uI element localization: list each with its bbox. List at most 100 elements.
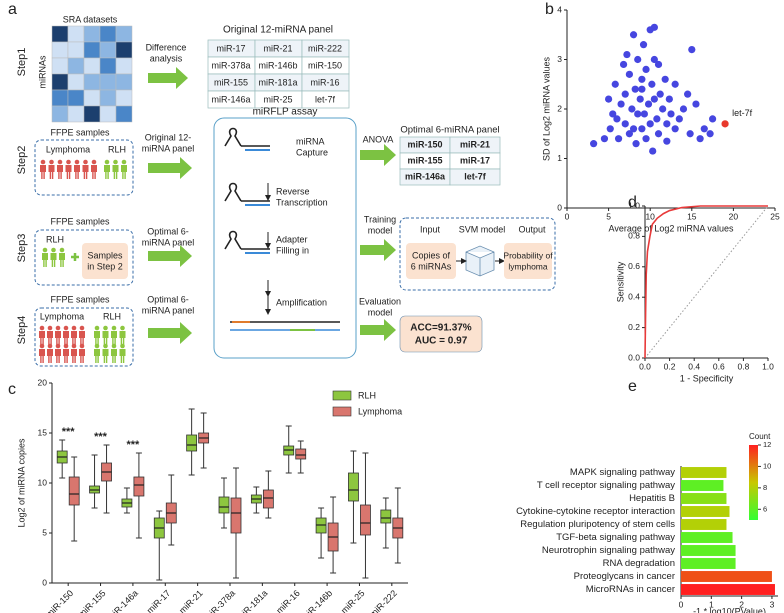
point (665, 95, 673, 103)
point (649, 147, 657, 155)
output-box (504, 243, 552, 279)
person-icon (120, 325, 125, 331)
bar (681, 506, 730, 517)
bar (681, 467, 727, 478)
label: model (368, 307, 393, 317)
point (636, 95, 644, 103)
significance: *** (126, 439, 140, 451)
point (642, 65, 650, 73)
annotation: let-7f (732, 108, 753, 118)
person-icon (47, 325, 53, 331)
significance: *** (94, 431, 108, 443)
label: miRNA panel (142, 143, 195, 153)
point (613, 115, 621, 123)
person-icon (39, 325, 45, 331)
person-icon (102, 331, 109, 345)
label: let-7f (464, 171, 487, 181)
point (706, 130, 714, 138)
y-tick-label: 0.8 (628, 231, 640, 241)
point (700, 125, 708, 133)
person-icon (62, 349, 69, 363)
label: model (368, 225, 393, 235)
panel-letter: d (628, 194, 637, 211)
x-tick-label: miR-146a (105, 588, 140, 613)
category-label: Hepatitis B (629, 493, 675, 504)
point (634, 55, 642, 64)
person-icon (103, 343, 108, 349)
point (686, 130, 694, 138)
bar (681, 545, 736, 556)
colorbar-label: 10 (763, 461, 771, 470)
bar (681, 584, 775, 595)
bar (681, 480, 724, 491)
point (600, 135, 609, 143)
point (663, 137, 671, 145)
person-icon (121, 159, 127, 165)
person-icon (55, 325, 61, 331)
label: miR-21 (263, 43, 292, 53)
person-icon (56, 165, 63, 179)
label: lymphoma (508, 261, 547, 271)
person-icon (79, 349, 85, 363)
x-axis-label: -1 * log10(PValue) (693, 606, 766, 613)
person-icon (47, 343, 53, 349)
roc-curve (644, 205, 768, 359)
y-tick-label: 0 (557, 202, 562, 212)
heatmap-cell (99, 57, 117, 75)
y-tick-label: 0.6 (628, 261, 640, 271)
label: miR-150 (407, 139, 442, 149)
point (642, 135, 650, 143)
x-tick-label: 3 (770, 599, 775, 609)
category-label: Cytokine-cytokine receptor interaction (516, 506, 675, 517)
x-tick-label: miR-150 (44, 588, 75, 613)
person-icon (83, 159, 88, 165)
person-icon (82, 165, 89, 179)
y-tick-label: 4 (557, 4, 562, 14)
dashed-box (34, 307, 134, 367)
x-tick-label: 1.0 (762, 361, 774, 371)
label: Reverse (276, 186, 310, 196)
label: Transcription (276, 197, 328, 207)
label: RLH (103, 311, 121, 321)
person-icon (57, 159, 63, 165)
heatmap-cell (115, 41, 133, 59)
heatmap-cell (51, 57, 69, 75)
person-icon (54, 349, 61, 363)
person-icon (112, 165, 119, 179)
heatmap-cell (99, 41, 117, 59)
person-icon (111, 349, 117, 363)
chance-line (644, 205, 769, 359)
person-icon (54, 331, 61, 345)
flow-arrow (148, 322, 192, 344)
point (688, 46, 696, 54)
x-axis-label: 1 - Specificity (680, 373, 734, 383)
heatmap-cell (99, 89, 117, 107)
point (650, 55, 658, 64)
point (696, 135, 704, 143)
heatmap-cell (115, 25, 133, 43)
point (638, 125, 646, 133)
person-icon (58, 253, 65, 267)
svm-cube (465, 245, 495, 277)
label: SRA datasets (63, 14, 118, 24)
x-tick-label: 1 (709, 599, 714, 609)
panel-letter: b (545, 1, 554, 18)
x-tick-label: 0.2 (664, 361, 676, 371)
label: analysis (150, 53, 183, 63)
y-tick-label: 3 (557, 54, 562, 64)
person-icon (71, 349, 77, 363)
label: in Step 2 (87, 261, 123, 271)
person-icon (113, 159, 118, 165)
panel-letter: c (8, 381, 16, 398)
label: Probability of (503, 250, 553, 260)
label: miR-181a (258, 77, 297, 87)
plus (71, 253, 79, 261)
point (663, 120, 671, 128)
person-icon (46, 349, 53, 363)
label: Samples (87, 250, 123, 260)
point (671, 125, 679, 133)
legend-label: RLH (358, 390, 376, 400)
label: Optimal 6-miRNA panel (400, 125, 499, 136)
label: Input (420, 224, 441, 234)
